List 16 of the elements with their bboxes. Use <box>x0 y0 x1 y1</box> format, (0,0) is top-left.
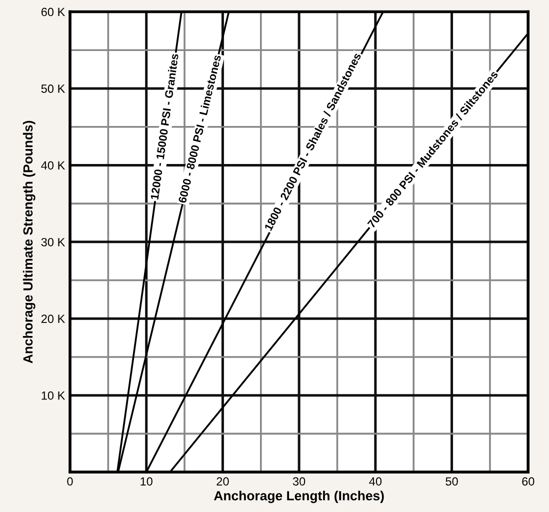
y-tick-label: 30 K <box>41 238 66 246</box>
x-tick-label: 20 <box>216 477 229 486</box>
annotation: 12000 - 15000 PSI - Granites <box>150 53 179 200</box>
x-tick-label: 40 <box>369 477 382 486</box>
x-tick-label: 10 <box>140 477 152 486</box>
x-tick-label: 60 <box>522 477 534 486</box>
x-tick-label: 50 <box>446 477 458 486</box>
y-tick-label: 50 K <box>41 84 66 93</box>
y-axis-title: Anchorage Ultimate Strength (Pounds) <box>22 120 36 364</box>
x-axis-title: Anchorage Length (Inches) <box>214 490 384 504</box>
x-tick-label: 0 <box>67 477 73 486</box>
y-tick-label: 10 K <box>42 391 66 400</box>
y-tick-label: 40 K <box>41 161 66 170</box>
y-tick-label: 20 K <box>41 314 66 324</box>
y-tick-label: 60 K <box>41 8 66 16</box>
x-tick-label: 30 <box>292 477 306 486</box>
